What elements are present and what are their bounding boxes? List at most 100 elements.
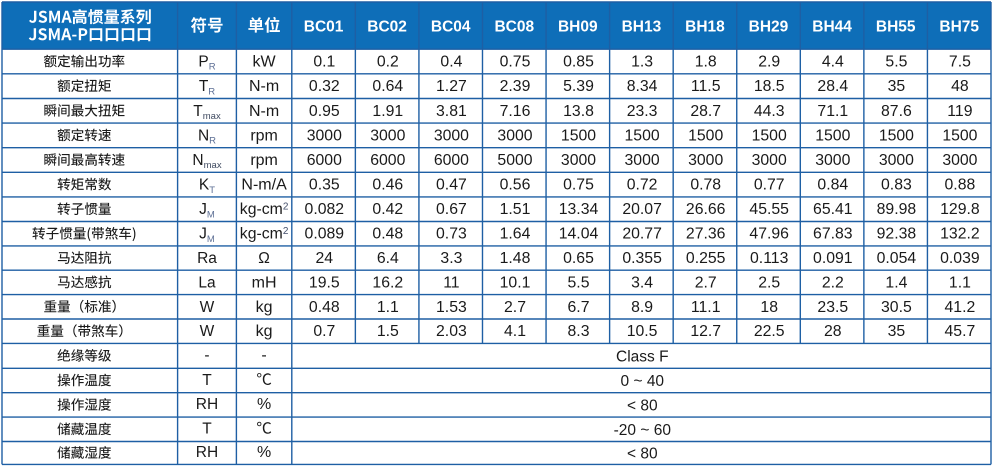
svg-text:1.53: 1.53	[436, 299, 467, 316]
svg-text:18.5: 18.5	[754, 78, 785, 95]
svg-text:4.4: 4.4	[822, 54, 844, 71]
svg-text:0.082: 0.082	[305, 201, 345, 218]
svg-text:13.8: 13.8	[563, 103, 594, 120]
svg-text:0.2: 0.2	[377, 54, 399, 71]
svg-text:3000: 3000	[625, 152, 660, 169]
svg-text:3000: 3000	[942, 152, 977, 169]
svg-text:N-m/A: N-m/A	[241, 177, 287, 194]
svg-text:87.6: 87.6	[881, 103, 912, 120]
svg-text:0.355: 0.355	[622, 250, 662, 267]
svg-text:-20 ~ 60: -20 ~ 60	[614, 422, 672, 439]
svg-text:18: 18	[760, 299, 778, 316]
svg-text:0.1: 0.1	[313, 54, 335, 71]
svg-text:3000: 3000	[752, 152, 787, 169]
svg-text:11: 11	[443, 274, 460, 291]
svg-text:rpm: rpm	[250, 127, 278, 144]
svg-text:NR: NR	[198, 127, 216, 146]
svg-text:3000: 3000	[561, 152, 596, 169]
svg-text:1500: 1500	[879, 127, 914, 144]
svg-text:0.65: 0.65	[563, 250, 594, 267]
svg-text:5000: 5000	[497, 152, 532, 169]
svg-text:0.054: 0.054	[877, 250, 917, 267]
svg-text:< 80: < 80	[627, 446, 658, 463]
svg-text:7.5: 7.5	[949, 54, 971, 71]
svg-text:N-m: N-m	[249, 78, 279, 95]
svg-text:3000: 3000	[434, 127, 469, 144]
svg-text:1500: 1500	[752, 127, 787, 144]
svg-text:11.5: 11.5	[691, 78, 721, 95]
svg-text:0.72: 0.72	[627, 177, 658, 194]
svg-text:10.5: 10.5	[627, 323, 658, 340]
svg-text:41.2: 41.2	[945, 299, 976, 316]
svg-text:TR: TR	[199, 78, 215, 97]
svg-text:0 ~ 40: 0 ~ 40	[621, 373, 665, 390]
svg-text:0.48: 0.48	[309, 299, 340, 316]
svg-text:1.27: 1.27	[436, 78, 467, 95]
svg-text:6.4: 6.4	[377, 250, 399, 267]
svg-text:0.77: 0.77	[754, 177, 785, 194]
svg-text:16.2: 16.2	[372, 274, 403, 291]
svg-text:6000: 6000	[370, 152, 405, 169]
svg-text:35: 35	[888, 78, 906, 95]
svg-text:1.91: 1.91	[372, 103, 403, 120]
svg-text:2.7: 2.7	[695, 274, 717, 291]
svg-text:26.66: 26.66	[686, 201, 726, 218]
svg-text:0.78: 0.78	[690, 177, 721, 194]
svg-text:0.95: 0.95	[309, 103, 340, 120]
svg-text:1500: 1500	[688, 127, 723, 144]
svg-text:W: W	[200, 323, 215, 340]
svg-text:< 80: < 80	[627, 398, 658, 415]
svg-text:BC02: BC02	[367, 18, 407, 35]
svg-text:1.1: 1.1	[949, 274, 971, 291]
svg-text:5.39: 5.39	[563, 78, 594, 95]
svg-text:0.47: 0.47	[436, 177, 467, 194]
svg-text:3.4: 3.4	[631, 274, 653, 291]
svg-text:24: 24	[316, 250, 334, 267]
svg-text:44.3: 44.3	[754, 103, 785, 120]
svg-text:0.091: 0.091	[813, 250, 853, 267]
svg-text:BH75: BH75	[939, 18, 979, 35]
svg-text:BC08: BC08	[494, 18, 534, 35]
svg-text:71.1: 71.1	[817, 103, 848, 120]
svg-text:20.77: 20.77	[622, 226, 662, 243]
svg-text:23.3: 23.3	[627, 103, 658, 120]
svg-text:8.3: 8.3	[568, 323, 590, 340]
svg-text:2.9: 2.9	[758, 54, 780, 71]
svg-text:65.41: 65.41	[813, 201, 853, 218]
svg-text:1.1: 1.1	[377, 299, 399, 316]
svg-text:119: 119	[947, 103, 972, 120]
svg-text:2.03: 2.03	[436, 323, 467, 340]
svg-text:28.4: 28.4	[817, 78, 848, 95]
svg-text:45.55: 45.55	[749, 201, 789, 218]
svg-text:3000: 3000	[370, 127, 405, 144]
svg-text:JM: JM	[199, 201, 215, 220]
svg-text:BH44: BH44	[812, 18, 852, 35]
svg-text:6000: 6000	[434, 152, 469, 169]
svg-text:0.42: 0.42	[372, 201, 403, 218]
svg-text:-: -	[204, 347, 209, 364]
svg-text:Class F: Class F	[616, 349, 669, 366]
svg-text:rpm: rpm	[250, 152, 278, 169]
svg-text:BH55: BH55	[876, 18, 916, 35]
svg-text:1.3: 1.3	[631, 54, 653, 71]
svg-text:BC04: BC04	[431, 18, 471, 35]
svg-text:47.96: 47.96	[749, 226, 789, 243]
svg-text:KT: KT	[199, 177, 215, 196]
svg-text:4.1: 4.1	[504, 323, 526, 340]
svg-text:28.7: 28.7	[690, 103, 721, 120]
svg-text:T: T	[202, 372, 212, 389]
svg-text:1.64: 1.64	[500, 226, 531, 243]
svg-text:35: 35	[888, 323, 906, 340]
svg-text:mH: mH	[252, 274, 277, 291]
svg-text:132.2: 132.2	[940, 226, 980, 243]
svg-text:RH: RH	[196, 444, 218, 461]
svg-text:0.67: 0.67	[436, 201, 467, 218]
svg-text:kg: kg	[256, 299, 273, 316]
svg-text:%: %	[257, 396, 271, 413]
svg-text:PR: PR	[198, 54, 215, 73]
svg-text:6.7: 6.7	[568, 299, 590, 316]
svg-text:BC01: BC01	[304, 18, 344, 35]
svg-text:JM: JM	[199, 226, 215, 245]
svg-text:0.255: 0.255	[686, 250, 726, 267]
svg-text:BH29: BH29	[749, 18, 789, 35]
